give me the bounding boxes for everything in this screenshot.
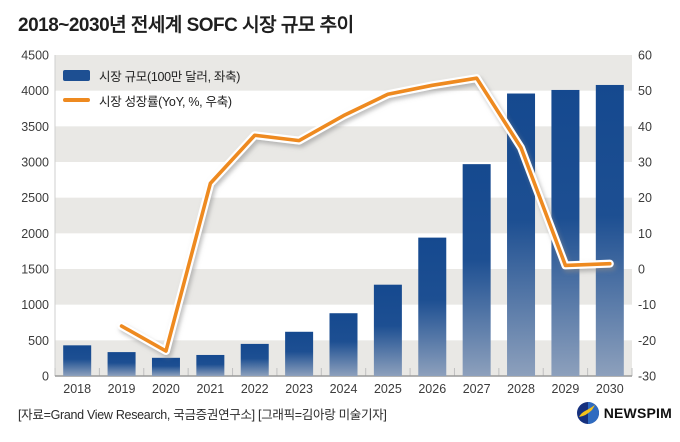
axis-labels: 050010001500200025003000350040004500-30-… xyxy=(21,49,656,397)
bar-2023 xyxy=(285,331,314,376)
right-axis-label: -10 xyxy=(638,298,656,312)
x-axis-label: 2026 xyxy=(418,382,446,396)
x-axis-label: 2021 xyxy=(196,382,224,396)
footer: [자료=Grand View Research, 국금증권연구소] [그래픽=김… xyxy=(0,398,680,438)
newspim-wordmark: NEWSPIM xyxy=(603,405,672,421)
bar-2020 xyxy=(151,357,180,376)
grid-band xyxy=(55,55,632,91)
bar-2025 xyxy=(373,284,402,376)
bar-2018 xyxy=(63,345,92,376)
x-axis-label: 2025 xyxy=(374,382,402,396)
left-axis-label: 1500 xyxy=(21,263,49,277)
newspim-logo: NEWSPIM xyxy=(576,400,672,426)
x-axis-label: 2024 xyxy=(330,382,358,396)
right-axis-label: -30 xyxy=(638,370,656,384)
x-axis-label: 2022 xyxy=(241,382,269,396)
x-axis-label: 2029 xyxy=(552,382,580,396)
right-axis-label: -20 xyxy=(638,334,656,348)
left-axis-label: 2000 xyxy=(21,227,49,241)
right-axis-label: 60 xyxy=(638,49,652,63)
bar-2021 xyxy=(196,354,225,376)
left-axis-label: 3000 xyxy=(21,156,49,170)
right-axis-label: 20 xyxy=(638,191,652,205)
grid-band xyxy=(55,197,632,234)
right-axis-label: 30 xyxy=(638,156,652,170)
legend-item-market-size: 시장 규모(100만 달러, 좌축) xyxy=(63,64,240,86)
x-axis-label: 2019 xyxy=(108,382,136,396)
left-axis-label: 1000 xyxy=(21,298,49,312)
left-axis-label: 4500 xyxy=(21,49,49,63)
legend: 시장 규모(100만 달러, 좌축) 시장 성장률(YoY, %, 우축) xyxy=(63,64,240,111)
bar-2027 xyxy=(462,164,491,376)
bar-series-swatch xyxy=(63,69,90,81)
x-axis-label: 2023 xyxy=(285,382,313,396)
x-axis-label: 2030 xyxy=(596,382,624,396)
left-axis-label: 3500 xyxy=(21,120,49,134)
x-axis-label: 2018 xyxy=(63,382,91,396)
bar-2026 xyxy=(418,237,447,376)
growth-rate-line xyxy=(117,74,614,356)
legend-label-growth-rate: 시장 성장률(YoY, %, 우축) xyxy=(99,94,232,109)
growth-line xyxy=(119,76,612,353)
legend-item-growth-rate: 시장 성장률(YoY, %, 우축) xyxy=(63,89,240,111)
x-axis-label: 2028 xyxy=(507,382,535,396)
chart-title: 2018~2030년 전세계 SOFC 시장 규모 추이 xyxy=(18,15,354,36)
x-axis-label: 2027 xyxy=(463,382,491,396)
left-axis-label: 500 xyxy=(28,334,49,348)
right-axis-label: 50 xyxy=(638,84,652,98)
grid-band xyxy=(55,269,632,305)
market-size-bars xyxy=(63,84,624,377)
newspim-globe-icon xyxy=(576,402,599,424)
right-axis-label: 10 xyxy=(638,227,652,241)
right-axis-label: 40 xyxy=(638,120,652,134)
left-axis-label: 0 xyxy=(42,370,49,384)
bar-2019 xyxy=(107,352,136,376)
line-series-swatch xyxy=(63,98,90,102)
bar-2024 xyxy=(329,313,358,376)
left-axis-label: 2500 xyxy=(21,191,49,205)
right-axis-label: 0 xyxy=(638,263,645,277)
source-credit: [자료=Grand View Research, 국금증권연구소] [그래픽=김… xyxy=(18,408,387,422)
legend-label-market-size: 시장 규모(100만 달러, 좌축) xyxy=(99,69,241,84)
left-axis-label: 4000 xyxy=(21,84,49,98)
x-axis-label: 2020 xyxy=(152,382,180,396)
bar-2022 xyxy=(240,343,269,376)
grid-band xyxy=(55,126,632,162)
bar-2030 xyxy=(595,84,624,377)
